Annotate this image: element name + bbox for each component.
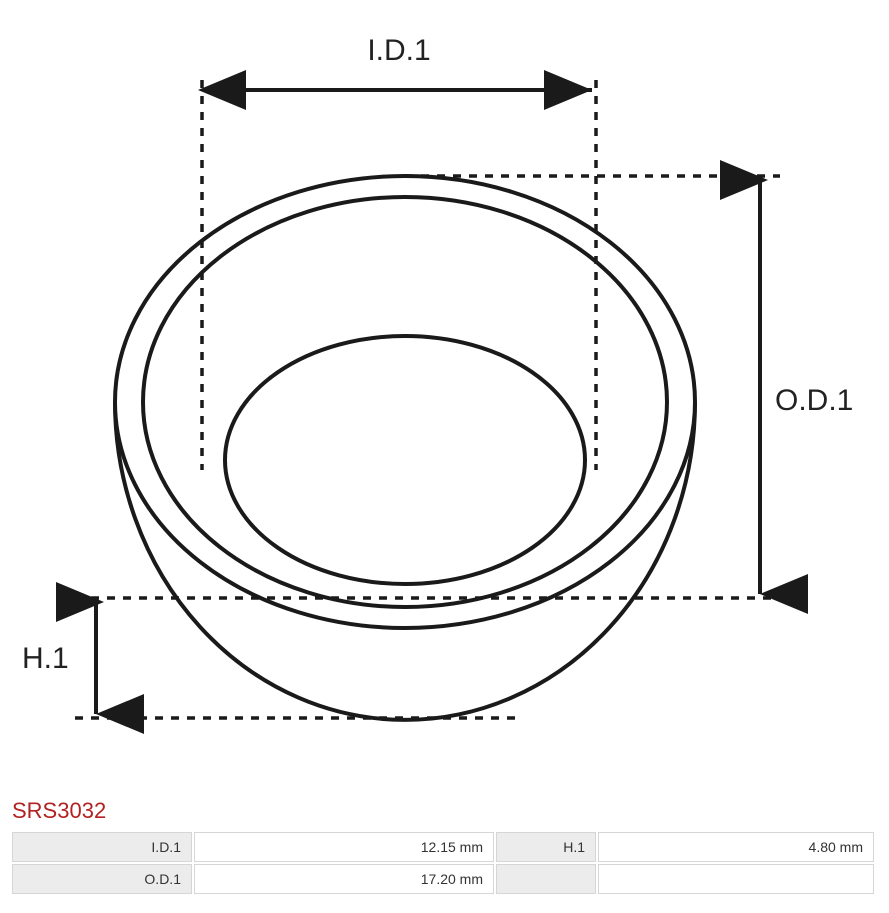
- cell-label: I.D.1: [12, 832, 192, 862]
- cell-value2: 4.80 mm: [598, 832, 874, 862]
- table-row: I.D.1 12.15 mm H.1 4.80 mm: [12, 832, 874, 862]
- od1-label: O.D.1: [775, 384, 853, 417]
- cell-label2: [496, 864, 596, 894]
- id1-label: I.D.1: [367, 34, 430, 67]
- table-row: O.D.1 17.20 mm: [12, 864, 874, 894]
- h1-label: H.1: [22, 642, 69, 675]
- cell-label2: H.1: [496, 832, 596, 862]
- page: I.D.1 O.D.1 H.1 SRS3032 I.D.1 12.15 mm H…: [0, 0, 889, 896]
- cell-label: O.D.1: [12, 864, 192, 894]
- spec-table: I.D.1 12.15 mm H.1 4.80 mm O.D.1 17.20 m…: [10, 830, 876, 896]
- cell-value: 17.20 mm: [194, 864, 494, 894]
- cell-value: 12.15 mm: [194, 832, 494, 862]
- cell-value2: [598, 864, 874, 894]
- technical-diagram: I.D.1 O.D.1 H.1: [0, 0, 889, 790]
- part-code: SRS3032: [0, 790, 889, 830]
